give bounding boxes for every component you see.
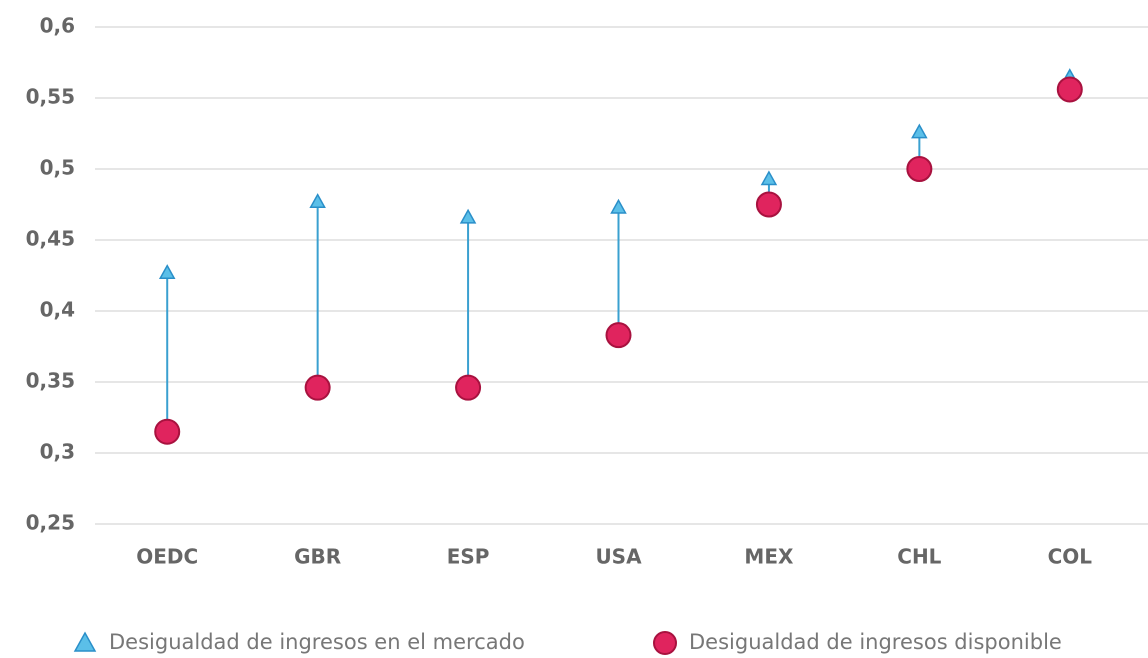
y-tick-label: 0,35 [26,369,75,393]
y-tick-label: 0,25 [26,511,75,535]
circle-marker [1056,76,1083,103]
circle-marker [755,191,782,218]
y-tick-label: 0,5 [40,156,75,180]
x-tick-label: CHL [897,545,941,569]
circle-marker [455,374,482,401]
x-tick-label: MEX [744,545,794,569]
circle-marker [304,374,331,401]
legend-label: Desigualdad de ingresos disponible [689,630,1062,654]
y-tick-label: 0,45 [26,227,75,251]
legend-swatch [653,631,677,655]
triangle-marker [911,123,928,139]
legend-swatch [73,631,97,652]
x-tick-label: COL [1048,545,1093,569]
circle-marker [605,322,632,349]
y-tick-label: 0,55 [26,85,75,109]
y-tick-label: 0,6 [40,14,75,38]
x-tick-label: GBR [294,545,341,569]
triangle-marker [309,193,326,209]
triangle-marker [459,208,477,224]
circle-marker [154,418,181,445]
y-tick-label: 0,4 [40,298,75,322]
legend-label: Desigualdad de ingresos en el mercado [109,630,525,654]
triangle-marker [158,264,176,280]
triangle-marker [760,170,778,186]
x-tick-label: ESP [447,545,490,569]
x-tick-label: USA [595,545,642,569]
x-tick-label: OEDC [136,545,198,569]
circle-marker [906,156,933,182]
triangle-marker [610,198,627,214]
y-tick-label: 0,3 [40,440,75,464]
